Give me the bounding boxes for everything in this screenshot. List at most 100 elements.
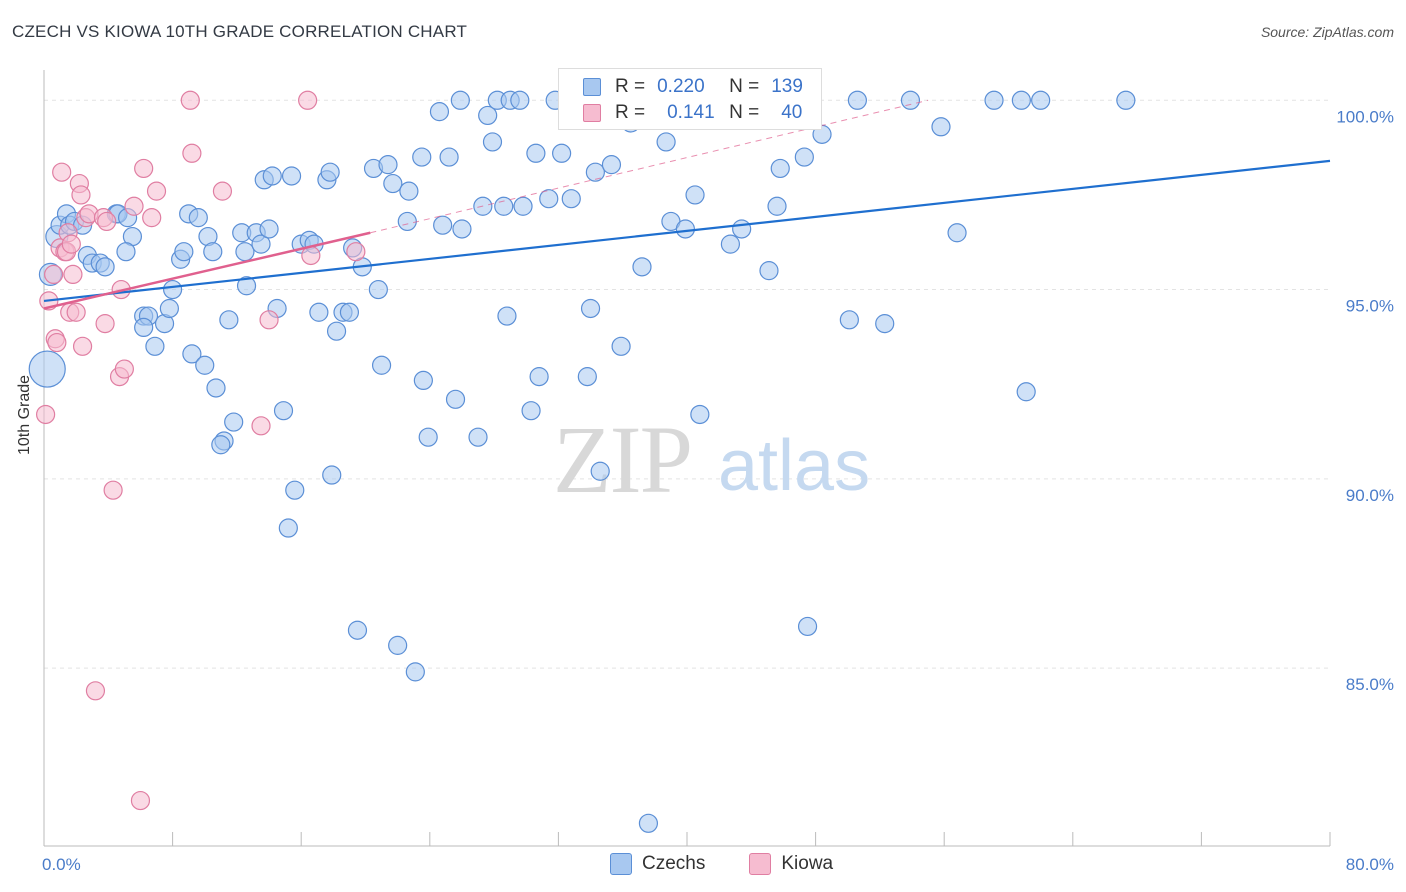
chart-title: CZECH VS KIOWA 10TH GRADE CORRELATION CH… (12, 22, 468, 41)
czechs-point (399, 181, 419, 201)
kiowa-point (44, 264, 64, 285)
czechs-point (278, 518, 298, 538)
czechs-point (285, 480, 305, 500)
czechs-point (206, 378, 226, 398)
czechs-point (259, 219, 279, 239)
czechs-point (529, 367, 549, 387)
czechs-point (767, 196, 787, 216)
czechs-point (322, 465, 342, 485)
czechs-point (219, 310, 239, 330)
czechs-point (931, 117, 951, 137)
czechs-point (95, 257, 115, 277)
watermark-zip: ZIP (553, 406, 691, 513)
czechs-point (309, 302, 329, 322)
czechs-point (552, 143, 572, 163)
source-label: Source: ZipAtlas.com (1260, 24, 1394, 40)
czechs-point (439, 147, 459, 167)
legend-n-label: N = (729, 76, 760, 97)
legend-czechs-label: Czechs (642, 853, 706, 874)
kiowa-point (85, 681, 106, 701)
czechs-point (561, 189, 581, 209)
czechs-point (145, 336, 165, 356)
czechs-trend-line (43, 159, 1331, 303)
czechs-point (281, 166, 302, 186)
czechs-point (947, 223, 967, 243)
kiowa-point (114, 359, 134, 379)
czechs-point (611, 336, 631, 356)
czechs-point (429, 102, 450, 122)
legend-row-kiowa: R = 0.141 N = 40 (583, 102, 802, 124)
czechs-point (510, 90, 530, 110)
legend-n-value: 139 (771, 76, 803, 97)
czechs-point (577, 367, 597, 387)
kiowa-point (146, 181, 167, 201)
czechs-point (236, 276, 257, 296)
legend-kiowa-label: Kiowa (781, 853, 834, 874)
czechs-point (397, 211, 417, 232)
czechs-point (418, 427, 438, 447)
kiowa-point (36, 404, 56, 425)
kiowa-point (134, 158, 154, 179)
kiowa-point (124, 196, 144, 216)
kiowa-point (63, 264, 83, 285)
kiowa-point (346, 242, 366, 262)
czechs-point (28, 350, 66, 388)
czechs-point (188, 208, 208, 228)
czechs-point (413, 370, 433, 390)
kiowa-point (47, 332, 67, 353)
czechs-point (388, 635, 408, 655)
czechs-point (759, 261, 779, 281)
kiowa-point (95, 314, 115, 334)
kiowa-swatch (583, 104, 601, 122)
czechs-point (478, 105, 498, 126)
x-tick-label: 80.0% (1346, 855, 1394, 874)
czechs-point (347, 620, 368, 640)
czechs-point (497, 306, 517, 326)
czechs-point (378, 155, 398, 175)
trend-lines (43, 99, 1331, 310)
czechs-point (262, 166, 282, 186)
czechs-point (839, 310, 859, 330)
kiowa-point (71, 185, 91, 205)
kiowa-point (251, 416, 271, 436)
czechs-point (770, 158, 790, 179)
kiowa-point (66, 302, 86, 322)
czechs-point (732, 219, 752, 239)
czechs-point (984, 90, 1004, 110)
y-tick-label: 85.0% (1346, 675, 1394, 694)
legend-row-czechs: R = 0.220 N = 139 (583, 76, 803, 98)
kiowa-trend-extension (370, 99, 929, 234)
kiowa-point (182, 143, 202, 163)
czechs-point (134, 317, 154, 338)
czechs-point (601, 155, 622, 175)
czechs-point (195, 355, 215, 375)
czechs-point (371, 355, 392, 375)
legend-n-label: N = (729, 102, 760, 123)
czechs-point (159, 298, 179, 319)
gridlines (44, 99, 1330, 669)
czechs-point (720, 234, 741, 254)
kiowa-point (72, 336, 93, 356)
kiowa-swatch (749, 853, 772, 875)
czechs-point (585, 162, 605, 182)
czechs-point (1011, 90, 1031, 110)
czechs-point (1031, 90, 1051, 110)
czechs-point (539, 189, 559, 209)
czechs-point (326, 321, 347, 341)
kiowa-point (298, 90, 318, 110)
czechs-points (28, 90, 1136, 833)
czechs-point (513, 196, 533, 216)
legend-item-czechs[interactable]: Czechs (610, 853, 705, 875)
czechs-swatch (610, 853, 632, 875)
legend-r-label: R = (615, 102, 646, 123)
czechs-point (450, 90, 470, 110)
czechs-point (656, 132, 676, 152)
legend-r-value: 0.220 (657, 76, 705, 97)
czechs-point (383, 173, 403, 194)
legend-item-kiowa[interactable]: Kiowa (749, 853, 833, 875)
kiowa-point (212, 181, 233, 201)
czechs-point (638, 813, 659, 833)
czechs-point (482, 132, 503, 152)
axes (43, 70, 1331, 847)
czechs-point (580, 298, 601, 319)
